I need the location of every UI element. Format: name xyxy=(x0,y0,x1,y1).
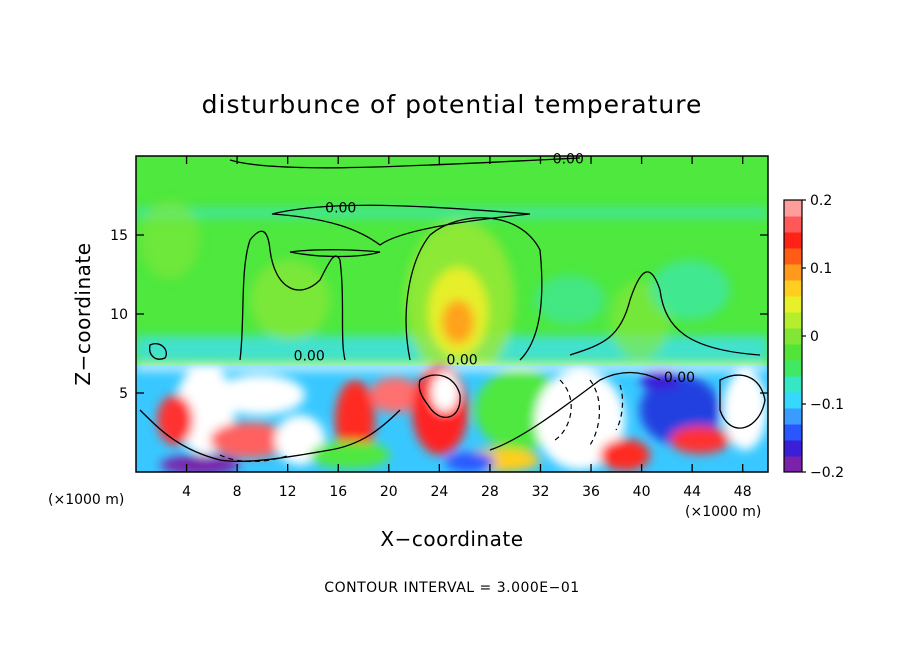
x-tick-label: 36 xyxy=(582,484,600,500)
y-tick-label: 15 xyxy=(110,228,128,244)
colorbar-swatch xyxy=(784,424,802,441)
x-tick-label: 12 xyxy=(279,484,297,500)
x-tick-label: 28 xyxy=(481,484,499,500)
x-tick-label: 24 xyxy=(430,484,448,500)
colorbar-swatch xyxy=(784,296,802,313)
contour-interval-note: CONTOUR INTERVAL = 3.000E−01 xyxy=(324,580,579,596)
x-tick-label: 32 xyxy=(532,484,550,500)
x-tick-label: 48 xyxy=(734,484,752,500)
x-tick-label: 8 xyxy=(233,484,242,500)
contour-lines xyxy=(139,157,766,463)
y-tick-label: 10 xyxy=(110,307,128,323)
colorbar-swatch xyxy=(784,200,802,217)
contour-labels: 0.00 0.00 0.00 0.00 0.00 xyxy=(294,152,696,386)
y-axis-label: Z−coordinate xyxy=(71,242,95,385)
y-axis-ticks: 5 10 15 xyxy=(110,228,768,402)
x-tick-label: 44 xyxy=(683,484,701,500)
contour-label: 0.00 xyxy=(294,348,325,364)
contour-label: 0.00 xyxy=(553,152,584,168)
y-tick-label: 5 xyxy=(119,386,128,402)
colorbar-swatch xyxy=(784,440,802,457)
colorbar-swatch xyxy=(784,376,802,393)
colorbar-swatch xyxy=(784,248,802,265)
colorbar: 0.2 0.1 0 −0.1 −0.2 xyxy=(783,193,844,481)
colorbar-swatch xyxy=(784,216,802,233)
x-tick-label: 40 xyxy=(633,484,651,500)
colorbar-swatch xyxy=(784,344,802,361)
x-tick-label: 4 xyxy=(182,484,191,500)
colorbar-tick-label: 0.2 xyxy=(810,193,832,209)
colorbar-swatch xyxy=(784,264,802,281)
colorbar-swatch xyxy=(784,392,802,409)
chart-title: disturbunce of potential temperature xyxy=(202,90,703,119)
colorbar-swatch xyxy=(784,328,802,345)
contour-label: 0.00 xyxy=(447,352,478,368)
x-tick-label: 20 xyxy=(380,484,398,500)
colorbar-swatch xyxy=(784,280,802,297)
x-axis-ticks: 4 8 12 16 20 24 28 32 36 40 44 48 xyxy=(182,156,752,500)
negative-contours xyxy=(219,379,624,463)
colorbar-tick-label: 0.1 xyxy=(810,261,832,277)
x-tick-label: 16 xyxy=(329,484,347,500)
colorbar-swatch xyxy=(784,456,802,473)
contour-label: 0.00 xyxy=(325,201,356,217)
colorbar-tick-label: −0.2 xyxy=(810,465,844,481)
plot-area xyxy=(136,156,768,472)
colorbar-tick-label: −0.1 xyxy=(810,397,844,413)
colorbar-swatch xyxy=(784,312,802,329)
y-axis-unit: (×1000 m) xyxy=(48,492,124,508)
colorbar-swatch xyxy=(784,360,802,377)
x-axis-unit: (×1000 m) xyxy=(685,504,761,520)
colorbar-swatch xyxy=(784,232,802,249)
lower-field-detail xyxy=(136,364,768,472)
upper-field-detail xyxy=(136,200,768,380)
colorbar-tick-label: 0 xyxy=(810,329,819,345)
colorbar-swatch xyxy=(784,408,802,425)
x-axis-label: X−coordinate xyxy=(380,527,523,551)
contour-label: 0.00 xyxy=(664,370,695,386)
